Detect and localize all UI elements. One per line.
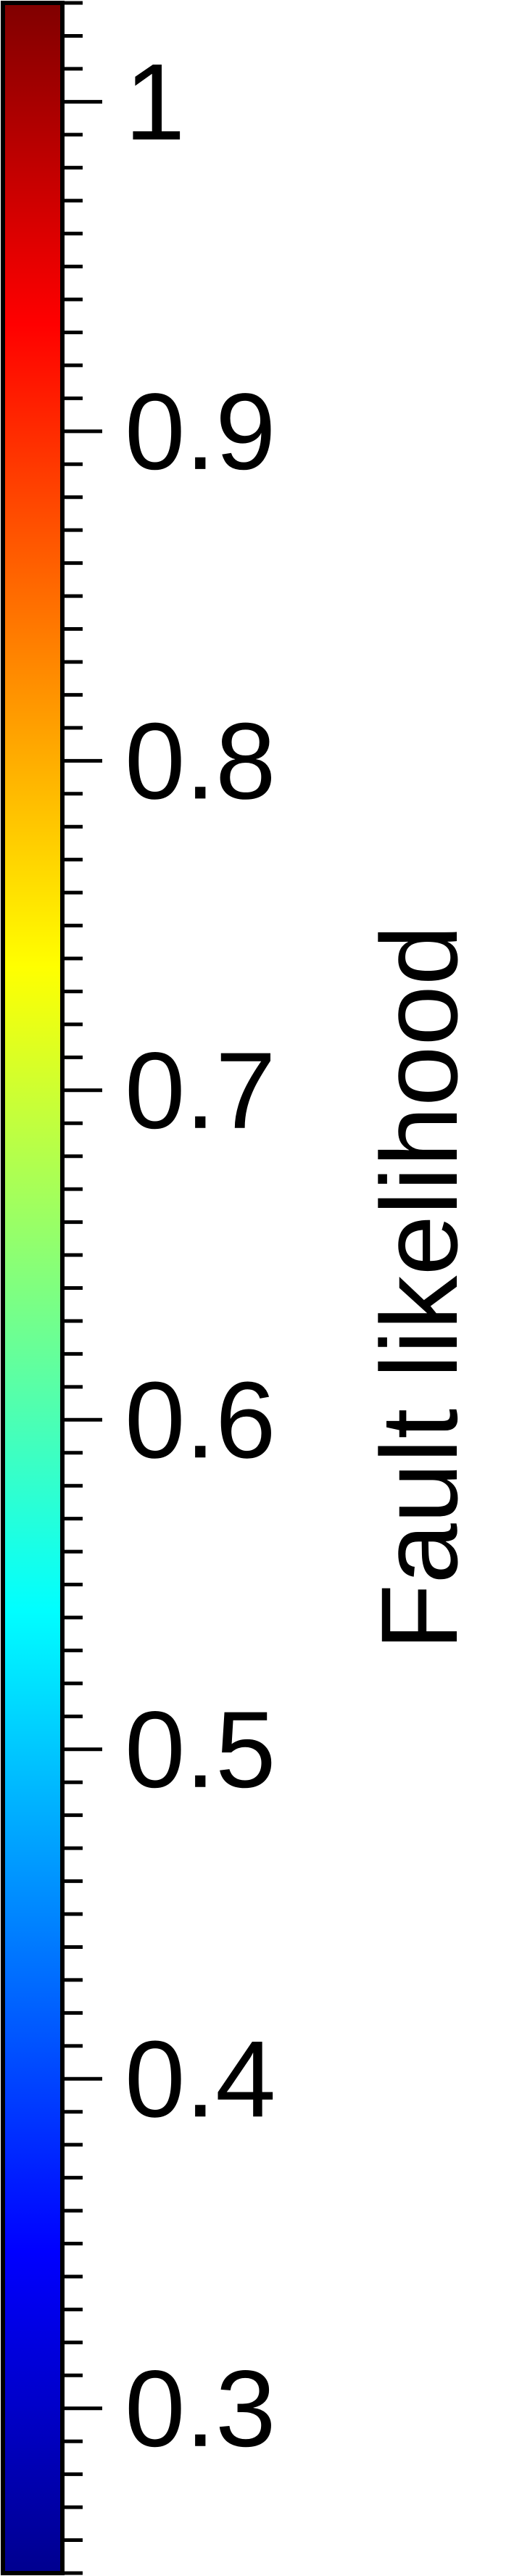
tick-label: 0.8	[125, 700, 276, 821]
tick-label: 1	[125, 41, 185, 162]
tick-label: 0.6	[125, 1359, 276, 1480]
tick-label: 0.9	[125, 370, 276, 492]
tick-label: 0.4	[125, 2018, 276, 2140]
colorbar-gradient	[1, 1, 65, 2575]
colorbar-axis-title: Fault likelihood	[358, 925, 480, 1651]
tick-label: 0.7	[125, 1030, 276, 1151]
colorbar-ticks	[62, 1, 102, 2575]
tick-label: 0.5	[125, 1689, 276, 1810]
tick-label: 0.3	[125, 2348, 276, 2469]
colorbar-tick-labels: 1 0.9 0.8 0.7 0.6 0.5 0.4 0.3	[125, 41, 276, 2469]
